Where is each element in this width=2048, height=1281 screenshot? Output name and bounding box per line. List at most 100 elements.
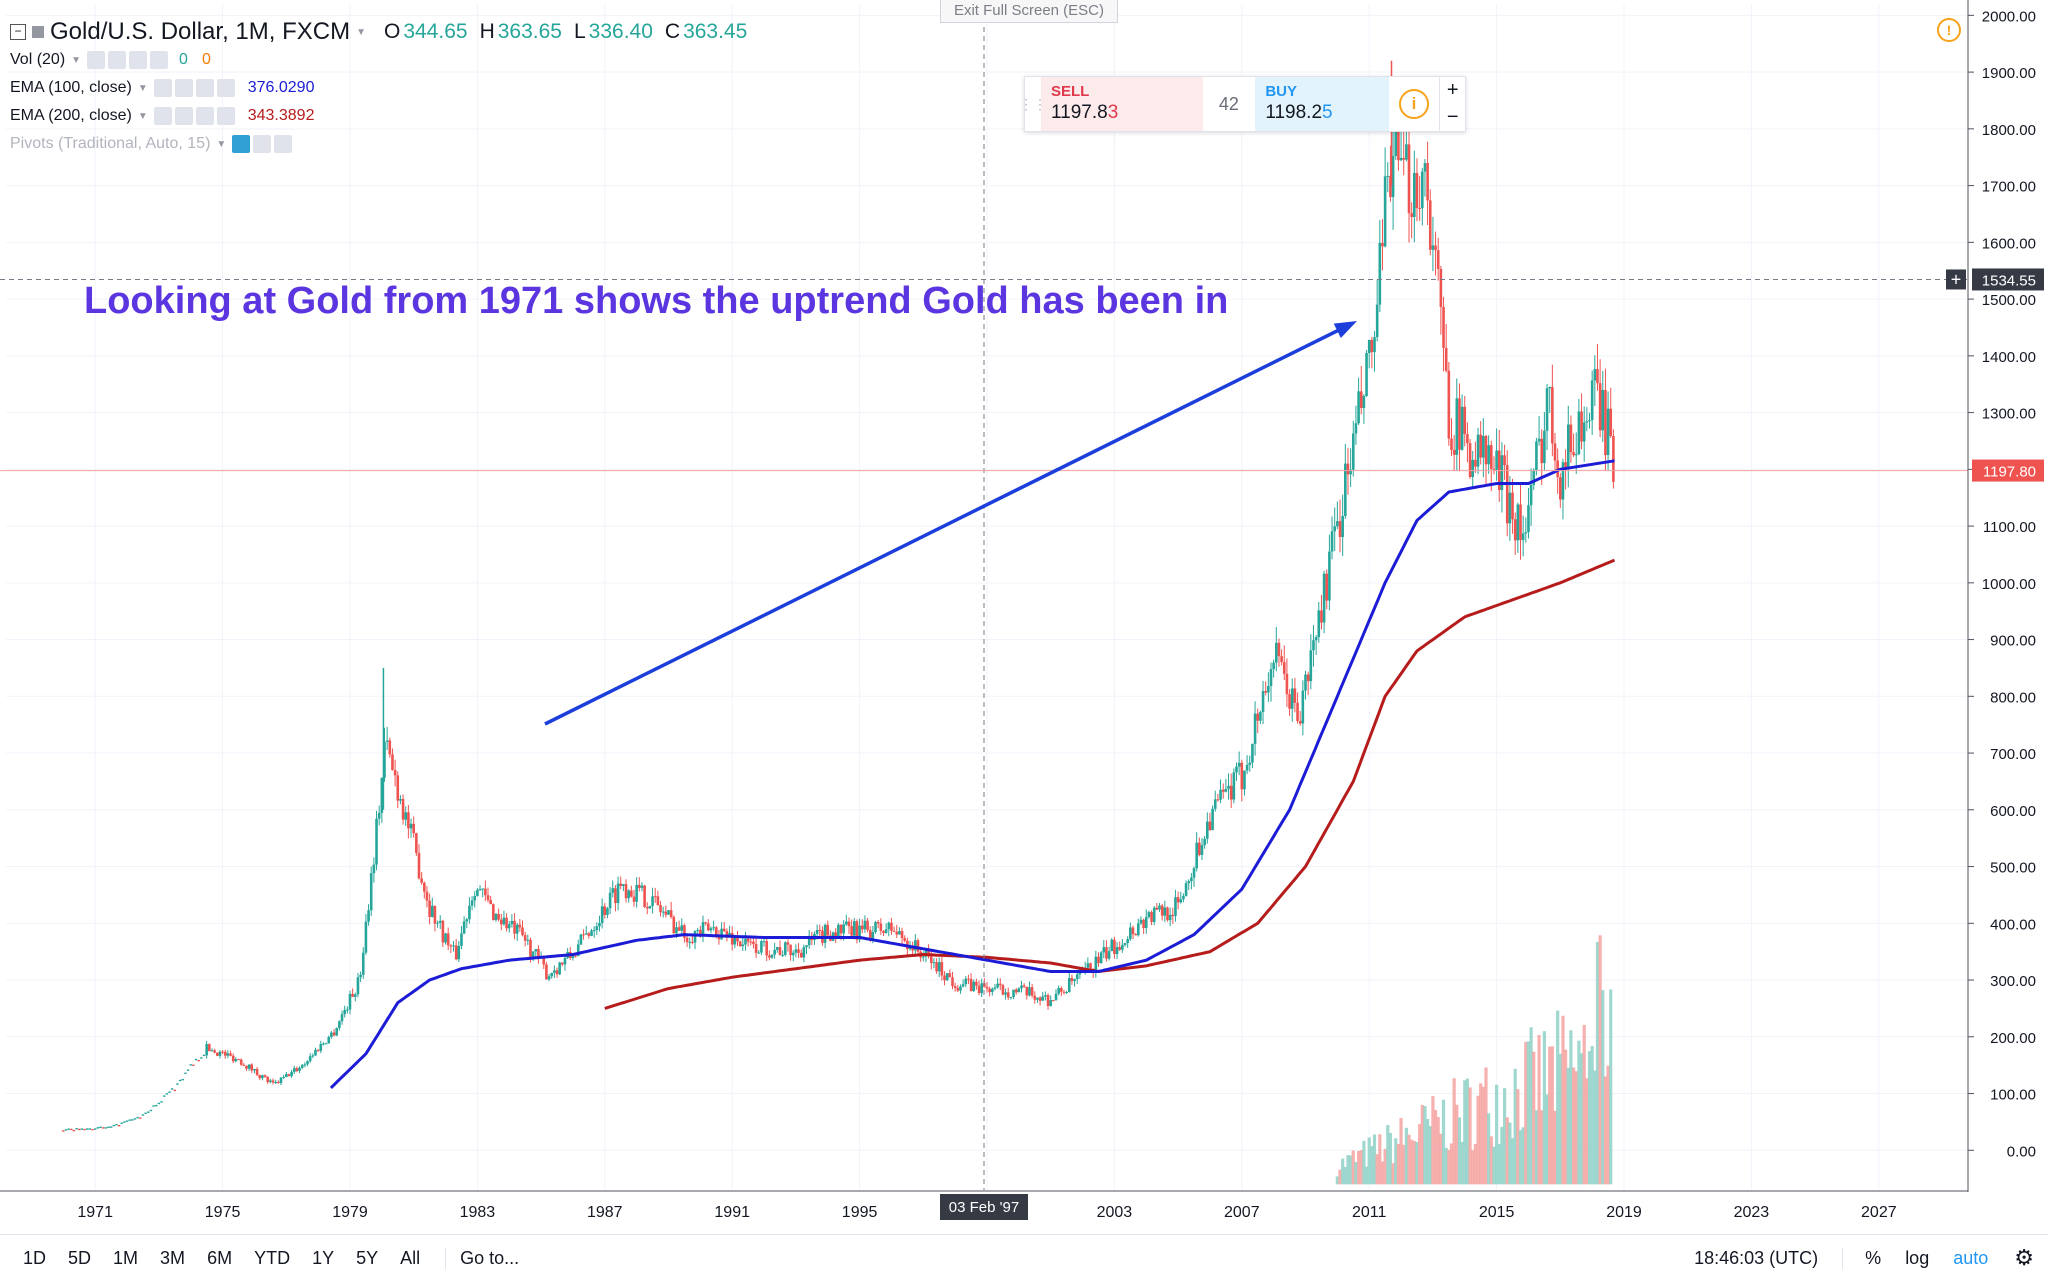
candle-body (1301, 690, 1305, 724)
candle-body (696, 929, 699, 931)
candle-body (728, 932, 731, 936)
indicator-row[interactable]: Vol (20) ▼ 0 0 (10, 46, 747, 74)
eye-icon[interactable] (87, 51, 106, 69)
candle-body (1596, 369, 1599, 384)
candle-body (460, 933, 463, 946)
gear-icon[interactable] (174, 107, 193, 125)
minus-button[interactable]: − (1446, 106, 1459, 128)
eye-icon[interactable] (153, 79, 172, 97)
gear-icon[interactable] (253, 135, 272, 153)
symbol-row: − Gold/U.S. Dollar, 1M, FXCM ▼ O 344.65 H 3… (10, 18, 747, 46)
timeframe-button[interactable]: 5D (68, 1247, 92, 1268)
plus-button[interactable]: + (1446, 79, 1459, 101)
candle-body (407, 812, 410, 829)
close-icon[interactable] (216, 107, 235, 125)
log-scale-button[interactable]: log (1905, 1247, 1930, 1268)
timeframe-button[interactable]: 1D (23, 1247, 47, 1268)
exit-fullscreen-tab[interactable]: Exit Full Screen (ESC) (940, 0, 1118, 23)
price-chart[interactable]: 0.00 100.00 200.00 300.00 400.00 500.00 600.00… (0, 0, 2048, 1234)
candle-body (1312, 640, 1315, 651)
trade-info-button[interactable]: i (1389, 77, 1440, 131)
candle-body (494, 913, 498, 921)
candle-body (1577, 411, 1581, 455)
candle-body (847, 921, 851, 927)
candle-body (661, 911, 665, 913)
candle-body (656, 896, 660, 906)
candle-body (584, 933, 588, 935)
candle-body (823, 924, 827, 943)
symbol-title[interactable]: Gold/U.S. Dollar, 1M, FXCM (50, 18, 351, 45)
chevron-down-icon[interactable]: ▼ (71, 54, 82, 66)
candle-body (595, 926, 599, 931)
candle-body (290, 1071, 293, 1077)
volume-bar (1582, 1024, 1586, 1185)
candle-body (935, 962, 938, 972)
collapse-icon[interactable]: − (10, 24, 26, 40)
candle-body (356, 977, 360, 995)
auto-scale-button[interactable]: auto (1953, 1247, 1989, 1268)
timeframe-button[interactable]: All (400, 1247, 421, 1268)
plus-icon[interactable] (129, 51, 148, 69)
candle-body (1381, 242, 1384, 247)
percent-scale-button[interactable]: % (1865, 1247, 1882, 1268)
eye-icon[interactable] (153, 107, 172, 125)
volume-bar (1487, 1113, 1491, 1185)
candle-body (470, 900, 474, 906)
alert-icon[interactable]: ! (1937, 18, 1961, 42)
candle-body (850, 926, 853, 936)
gear-icon[interactable] (174, 79, 193, 97)
chevron-down-icon[interactable]: ▼ (216, 138, 227, 150)
candle-body (1513, 519, 1517, 541)
candle-body (1444, 347, 1448, 371)
timeframe-button[interactable]: YTD (254, 1247, 291, 1268)
drag-handle-icon[interactable]: ⋮⋮ (1019, 95, 1047, 112)
candle-body (717, 936, 721, 940)
candle-body (736, 936, 739, 942)
indicator-row[interactable]: Pivots (Traditional, Auto, 15) ▼ (10, 130, 747, 158)
symbol-square-icon (32, 26, 44, 38)
candle-body (969, 978, 973, 991)
chart-annotation-text[interactable]: Looking at Gold from 1971 shows the uptr… (84, 280, 1229, 322)
indicator-row[interactable]: EMA (100, close) ▼ 376.0290 (10, 74, 747, 102)
chevron-down-icon[interactable]: ▼ (137, 82, 148, 94)
candle-body (1267, 686, 1270, 693)
volume-bar (1587, 1051, 1592, 1185)
time-tick-label: 2003 (1097, 1204, 1133, 1221)
candle-body (797, 949, 800, 953)
close-icon[interactable] (216, 79, 235, 97)
candle-body (980, 983, 983, 994)
buy-button[interactable]: BUY 1198.25 (1255, 77, 1389, 131)
clock-readout[interactable]: 18:46:03 (UTC) (1694, 1247, 1844, 1269)
gear-icon[interactable] (108, 51, 127, 69)
chevron-down-icon[interactable]: ▼ (356, 26, 366, 38)
indicator-row[interactable]: EMA (200, close) ▼ 343.3892 (10, 102, 747, 130)
candle-body (1166, 907, 1169, 921)
timeframe-button[interactable]: 1Y (312, 1247, 335, 1268)
candle-body (1020, 985, 1023, 989)
timeframe-button[interactable]: 6M (207, 1247, 233, 1268)
candle-body (972, 981, 976, 991)
candle-body (353, 994, 357, 997)
candle-body (1219, 789, 1222, 800)
indicator-name: Pivots (Traditional, Auto, 15) (10, 135, 211, 152)
close-icon[interactable] (150, 51, 169, 69)
chevron-down-icon[interactable]: ▼ (137, 110, 148, 122)
sell-button[interactable]: SELL 1197.83 (1041, 77, 1203, 131)
candle-body (1572, 452, 1575, 456)
info-icon: i (1399, 89, 1429, 119)
timeframe-button[interactable]: 1M (113, 1247, 139, 1268)
candle-body (988, 988, 991, 993)
close-icon[interactable] (274, 135, 293, 153)
candle-body (234, 1059, 238, 1062)
eye-icon[interactable] (232, 135, 251, 153)
candle-body (1213, 799, 1217, 809)
timeframe-button[interactable]: 3M (160, 1247, 186, 1268)
goto-button[interactable]: Go to... (445, 1247, 533, 1269)
plus-icon[interactable] (195, 107, 214, 125)
gear-icon[interactable]: ⚙ (2014, 1245, 2034, 1270)
plus-icon[interactable] (195, 79, 214, 97)
candle-body (1115, 947, 1119, 955)
candle-body (1046, 995, 1050, 1006)
candle-body (510, 920, 514, 925)
timeframe-button[interactable]: 5Y (356, 1247, 379, 1268)
